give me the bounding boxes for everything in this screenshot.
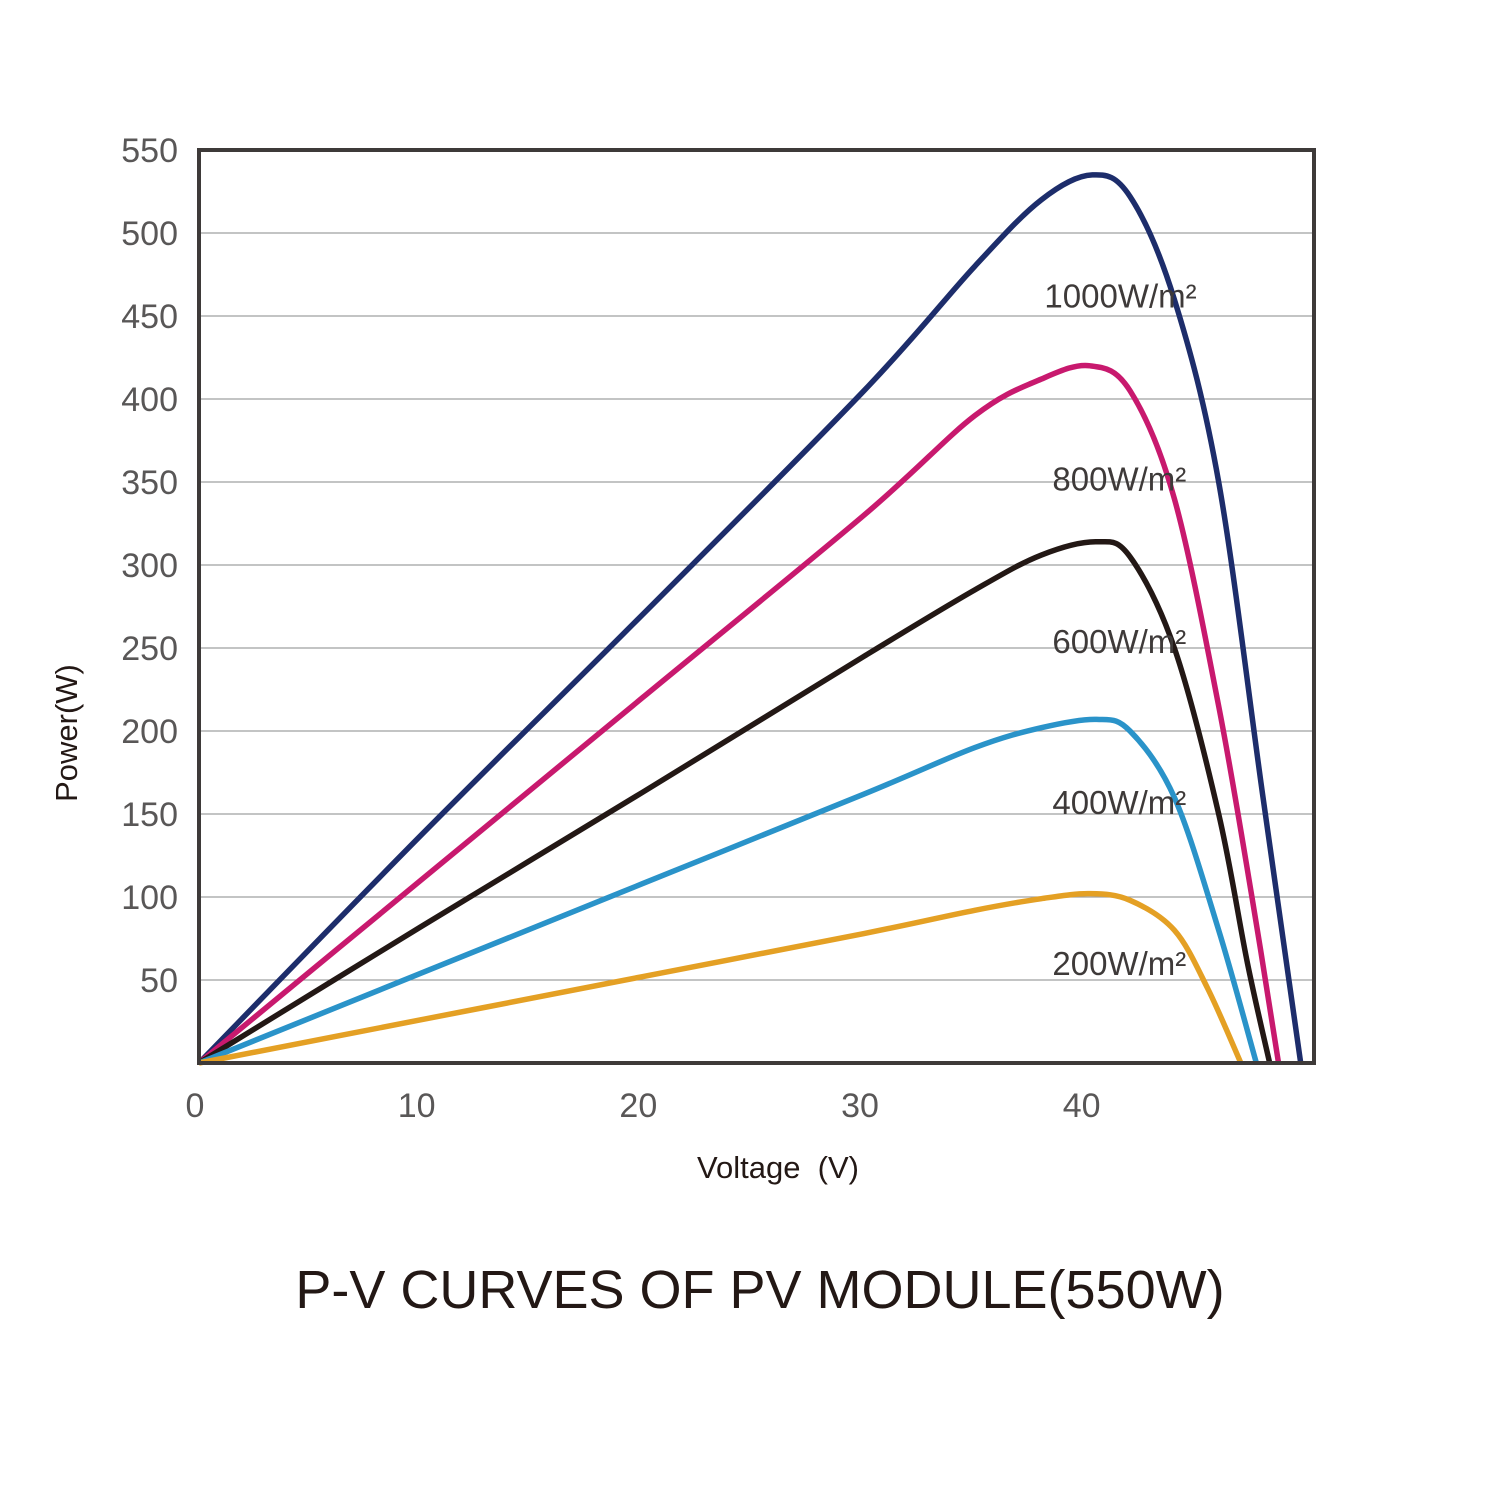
x-tick-label: 0 — [186, 1087, 205, 1125]
y-axis-label: Power(W) — [49, 664, 84, 802]
series-labels: 1000W/m² 800W/m² 600W/m² 400W/m² 200W/m² — [1044, 278, 1196, 982]
series-line — [197, 362, 1282, 1066]
plot-frame — [197, 148, 1316, 1065]
y-tick-label: 500 — [121, 215, 178, 253]
x-tick-label: 40 — [1063, 1087, 1101, 1125]
y-tick-label: 250 — [121, 630, 178, 668]
y-tick-label: 100 — [121, 879, 178, 917]
y-tick-label: 300 — [121, 547, 178, 585]
y-axis-ticks: 50 100 150 200 250 300 350 400 450 500 550 — [121, 132, 178, 1000]
y-tick-label: 350 — [121, 464, 178, 502]
x-tick-label: 20 — [619, 1087, 657, 1125]
series-label: 1000W/m² — [1044, 278, 1196, 315]
y-tick-label: 50 — [140, 962, 178, 1000]
series-line — [198, 890, 1244, 1066]
series-line — [197, 538, 1273, 1066]
gridlines — [199, 232, 1314, 981]
x-axis-ticks: 0 10 20 30 40 — [186, 1087, 1101, 1125]
curves — [197, 172, 1304, 1066]
x-axis-label: Voltage (V) — [697, 1150, 859, 1185]
y-tick-label: 400 — [121, 381, 178, 419]
series-label: 400W/m² — [1052, 784, 1186, 821]
series-line — [197, 172, 1304, 1065]
y-tick-label: 150 — [121, 796, 178, 834]
series-line — [197, 716, 1260, 1066]
chart-title: P-V CURVES OF PV MODULE(550W) — [295, 1260, 1224, 1320]
series-label: 200W/m² — [1052, 945, 1186, 982]
x-tick-label: 30 — [841, 1087, 879, 1125]
series-label: 600W/m² — [1052, 623, 1186, 660]
y-tick-label: 450 — [121, 298, 178, 336]
y-tick-label: 550 — [121, 132, 178, 170]
x-tick-label: 10 — [398, 1087, 436, 1125]
series-label: 800W/m² — [1052, 460, 1186, 497]
y-tick-label: 200 — [121, 713, 178, 751]
